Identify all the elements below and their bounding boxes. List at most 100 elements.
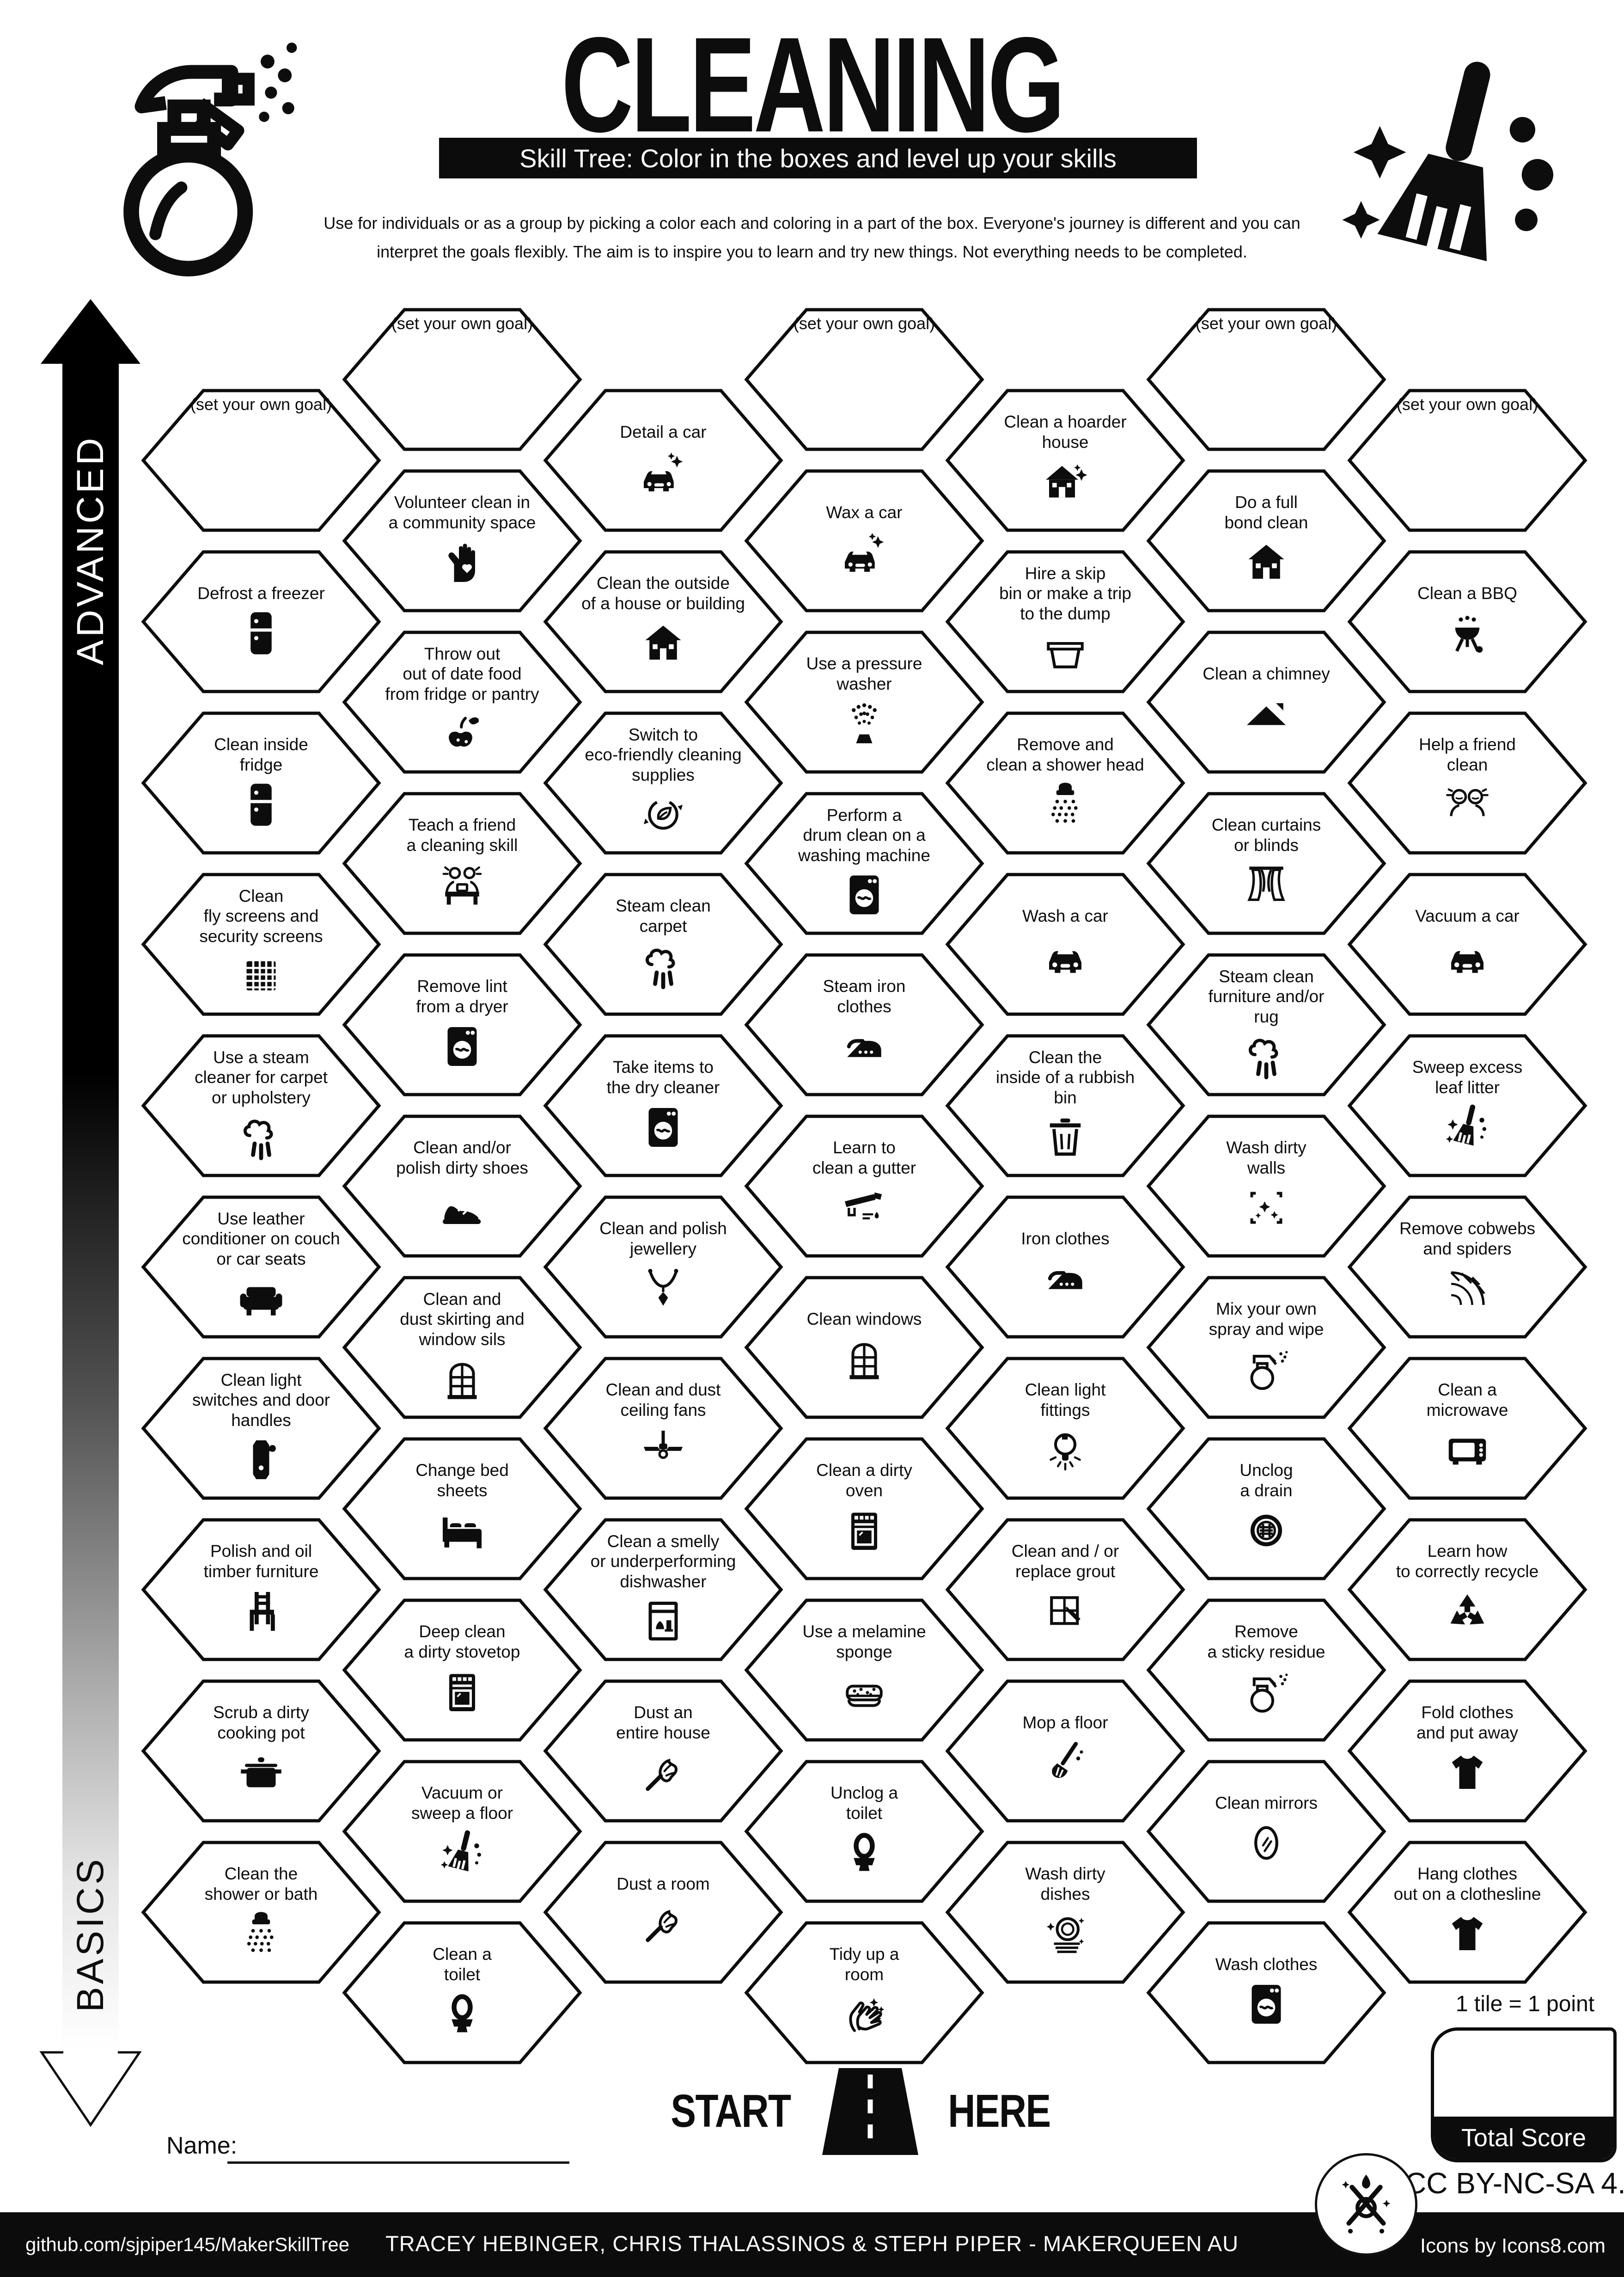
hex-tile[interactable]: Clean and dust skirting and window sils [342, 1275, 582, 1420]
hex-tile[interactable]: Teach a friend a cleaning skill [342, 791, 582, 936]
github-link[interactable]: github.com/sjpiper145/MakerSkillTree [25, 2234, 350, 2255]
hex-tile[interactable]: Vacuum a car [1347, 872, 1587, 1016]
hex-label: Clean and/or polish dirty shoes [396, 1138, 528, 1177]
hex-tile[interactable]: Clean a hoarder house [945, 388, 1185, 533]
hex-tile[interactable]: Clean mirrors [1146, 1759, 1386, 1904]
door-handle-icon [235, 1434, 287, 1486]
hex-tile[interactable]: Dust a room [543, 1840, 783, 1984]
hex-tile[interactable]: Steam clean carpet [543, 872, 783, 1016]
hex-tile[interactable]: Volunteer clean in a community space [342, 469, 582, 613]
hex-tile[interactable]: Clean a dirty oven [744, 1437, 984, 1581]
hex-tile[interactable]: Wash clothes [1146, 1921, 1386, 2065]
hex-tile[interactable]: Do a full bond clean [1146, 469, 1386, 613]
hex-tile[interactable]: (set your own goal) [342, 307, 582, 452]
hex-tile[interactable]: Clean the shower or bath [141, 1840, 381, 1984]
hex-label: Iron clothes [1021, 1229, 1110, 1249]
hex-tile[interactable]: Change bed sheets [342, 1437, 582, 1581]
total-score-box[interactable]: Total Score [1431, 2027, 1617, 2162]
hex-tile[interactable]: Clean windows [744, 1275, 984, 1420]
hex-tile[interactable]: Wash dirty dishes [945, 1840, 1185, 1984]
hex-tile[interactable]: Clean and dust ceiling fans [543, 1356, 783, 1500]
hex-tile[interactable]: Clean fly screens and security screens [141, 872, 381, 1016]
hex-tile[interactable]: Mop a floor [945, 1679, 1185, 1823]
web-icon [1441, 1263, 1493, 1315]
hex-tile[interactable]: Mix your own spray and wipe [1146, 1275, 1386, 1420]
hex-outline [945, 1841, 1185, 1984]
hex-tile[interactable]: Steam clean furniture and/or rug [1146, 953, 1386, 1097]
hex-outline [141, 1518, 381, 1661]
hex-tile[interactable]: Deep clean a dirty stovetop [342, 1598, 582, 1742]
hex-tile[interactable]: Switch to eco-friendly cleaning supplies [543, 711, 783, 855]
hex-tile[interactable]: Detail a car [543, 388, 783, 533]
hex-tile[interactable]: Clean a toilet [342, 1921, 582, 2065]
makerqueen-logo [1315, 2153, 1417, 2256]
hex-outline [543, 1034, 783, 1177]
hex-tile[interactable]: Throw out out of date food from fridge o… [342, 630, 582, 774]
hex-tile[interactable]: Clean the inside of a rubbish bin [945, 1034, 1185, 1178]
hex-tile[interactable]: Remove lint from a dryer [342, 953, 582, 1097]
icons-credit[interactable]: Icons by Icons8.com [1420, 2234, 1606, 2257]
hex-tile[interactable]: (set your own goal) [141, 388, 381, 533]
hex-tile[interactable]: Tidy up a room [744, 1921, 984, 2065]
hex-tile[interactable]: Steam iron clothes [744, 953, 984, 1097]
hex-tile[interactable]: Clean the outside of a house or building [543, 550, 783, 694]
hex-tile[interactable]: Take items to the dry cleaner [543, 1034, 783, 1178]
hex-tile[interactable]: Sweep excess leaf litter [1347, 1034, 1587, 1178]
hex-tile[interactable]: Unclog a drain [1146, 1437, 1386, 1581]
hex-tile[interactable]: Clean a BBQ [1347, 550, 1587, 694]
hex-tile[interactable]: Unclog a toilet [744, 1759, 984, 1904]
house-icon [1240, 537, 1292, 588]
hex-tile[interactable]: Iron clothes [945, 1195, 1185, 1339]
hex-tile[interactable]: Remove and clean a shower head [945, 711, 1185, 855]
hex-tile[interactable]: Use leather conditioner on couch or car … [141, 1195, 381, 1339]
hex-tile[interactable]: Dust an entire house [543, 1679, 783, 1823]
hex-tile[interactable]: Use a steam cleaner for carpet or uphols… [141, 1034, 381, 1178]
hex-tile[interactable]: Polish and oil timber furniture [141, 1518, 381, 1662]
hex-tile[interactable]: Clean inside fridge [141, 711, 381, 855]
hex-tile[interactable]: Remove a sticky residue [1146, 1598, 1386, 1742]
hex-tile[interactable]: Clean a microwave [1347, 1356, 1587, 1500]
hex-outline [945, 1034, 1185, 1177]
hex-tile[interactable]: Clean and/or polish dirty shoes [342, 1114, 582, 1258]
hex-tile[interactable]: Fold clothes and put away [1347, 1679, 1587, 1823]
hex-tile[interactable]: Scrub a dirty cooking pot [141, 1679, 381, 1823]
hex-outline [1347, 711, 1587, 855]
toilet-icon [436, 1989, 488, 2040]
arrow-shaft [62, 363, 119, 2052]
hex-tile[interactable]: Perform a drum clean on a washing machin… [744, 791, 984, 936]
pressure-icon [838, 698, 890, 750]
hex-tile[interactable]: Wax a car [744, 469, 984, 613]
hex-outline [141, 389, 381, 532]
name-input-line[interactable] [227, 2161, 569, 2164]
hex-tile[interactable]: (set your own goal) [744, 307, 984, 452]
hex-tile[interactable]: Hang clothes out on a clothesline [1347, 1840, 1587, 1984]
hex-tile[interactable]: (set your own goal) [1146, 307, 1386, 452]
hex-tile[interactable]: Clean and / or replace grout [945, 1518, 1185, 1662]
hex-tile[interactable]: Help a friend clean [1347, 711, 1587, 855]
hex-tile[interactable]: Defrost a freezer [141, 550, 381, 694]
hex-label: (set your own goal) [190, 395, 332, 414]
hex-tile[interactable]: Wash dirty walls [1146, 1114, 1386, 1258]
hex-tile[interactable]: Learn how to correctly recycle [1347, 1518, 1587, 1662]
hex-tile[interactable]: Clean light fittings [945, 1356, 1185, 1500]
hex-tile[interactable]: Use a melamine sponge [744, 1598, 984, 1742]
dishes-icon [1039, 1908, 1091, 1960]
hex-label: Perform a drum clean on a washing machin… [798, 805, 930, 865]
hex-tile[interactable]: Clean a chimney [1146, 630, 1386, 774]
hex-tile[interactable]: (set your own goal) [1347, 388, 1587, 533]
hex-tile[interactable]: Use a pressure washer [744, 630, 984, 774]
hex-outline [543, 1679, 783, 1823]
hex-tile[interactable]: Remove cobwebs and spiders [1347, 1195, 1587, 1339]
hex-tile[interactable]: Clean and polish jewellery [543, 1195, 783, 1339]
window-icon [838, 1333, 890, 1385]
hex-label: Clean windows [806, 1310, 922, 1329]
hex-tile[interactable]: Wash a car [945, 872, 1185, 1016]
broom-icon [1441, 1102, 1493, 1153]
hex-tile[interactable]: Vacuum or sweep a floor [342, 1759, 582, 1904]
hex-tile[interactable]: Clean curtains or blinds [1146, 791, 1386, 936]
hex-tile[interactable]: Clean a smelly or underperforming dishwa… [543, 1518, 783, 1662]
hex-tile[interactable]: Clean light switches and door handles [141, 1356, 381, 1500]
hex-outline [1146, 1437, 1386, 1580]
hex-tile[interactable]: Hire a skip bin or make a trip to the du… [945, 550, 1185, 694]
hex-tile[interactable]: Learn to clean a gutter [744, 1114, 984, 1258]
